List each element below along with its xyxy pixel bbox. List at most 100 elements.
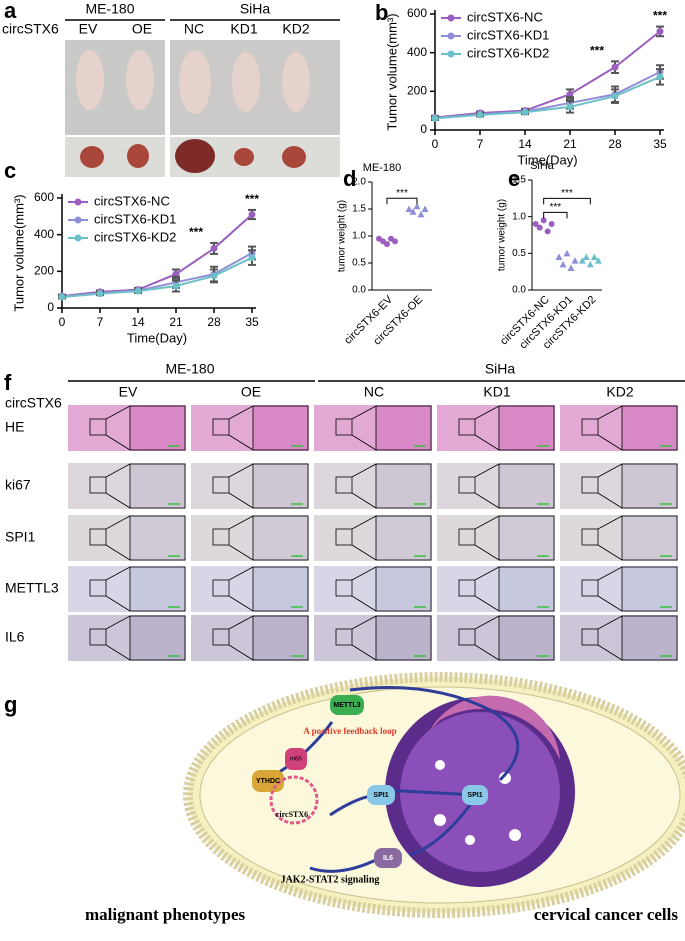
point — [563, 249, 571, 257]
sample-label: OE — [132, 21, 152, 37]
y-tick-label: 600 — [34, 190, 54, 204]
y-tick-label: 0 — [420, 122, 427, 136]
y-tick-label: 1.5 — [352, 204, 366, 215]
column-label: KD1 — [483, 384, 510, 400]
zoom-box — [212, 476, 230, 494]
ihc-grid: EV OE NC KD1 KD2 HE ki67 SPI1 METTL3 IL6 — [5, 384, 678, 661]
zoom-box — [581, 476, 599, 494]
x-tick-label: 14 — [518, 137, 532, 151]
legend-marker — [447, 32, 455, 40]
group-label: SiHa — [240, 1, 271, 17]
zoom-image — [621, 615, 678, 661]
chart-title: SiHa — [530, 160, 555, 172]
point — [567, 264, 575, 271]
panel-label: e — [508, 166, 520, 191]
panel-label: a — [4, 0, 17, 23]
series-line — [61, 252, 253, 298]
point — [210, 244, 218, 252]
series-line — [61, 213, 253, 298]
zoom-box — [581, 418, 599, 436]
zoom-box — [581, 528, 599, 546]
zoom-lines — [105, 405, 131, 451]
zoom-box — [458, 628, 476, 646]
zoom-box — [89, 476, 107, 494]
legend-marker — [74, 234, 82, 242]
bracket — [386, 197, 418, 205]
point — [536, 224, 543, 231]
y-tick-label: 200 — [34, 264, 54, 278]
label: JAK2-STAT2 signaling — [281, 874, 380, 885]
point — [409, 208, 417, 215]
point — [566, 103, 574, 111]
row-label: HE — [5, 419, 24, 435]
zoom-image — [375, 515, 432, 561]
point — [578, 257, 586, 264]
zoom-lines — [351, 566, 377, 612]
legend-marker — [447, 50, 455, 58]
series-line — [61, 256, 253, 298]
point — [656, 27, 664, 35]
group-label: ME-180 — [85, 1, 134, 17]
zoom-image — [621, 405, 678, 451]
x-tick-label: 35 — [245, 315, 259, 329]
zoom-box — [335, 579, 353, 597]
zoom-box — [581, 579, 599, 597]
legend-marker — [74, 216, 82, 224]
point — [172, 282, 180, 290]
point — [540, 217, 547, 224]
panel-label: f — [4, 370, 12, 395]
significance: *** — [396, 188, 408, 199]
legend-label: circSTX6-KD2 — [94, 229, 176, 244]
y-axis-label: tumor weight (g) — [337, 200, 348, 272]
point — [134, 287, 142, 295]
x-tick-label: 14 — [131, 315, 145, 329]
bracket — [543, 211, 568, 219]
zoom-image — [252, 615, 309, 661]
zoom-lines — [597, 405, 623, 451]
zoom-box — [89, 579, 107, 597]
y-tick-label: 400 — [34, 227, 54, 241]
legend-label: circSTX6-KD2 — [467, 45, 549, 60]
zoom-image — [129, 515, 186, 561]
zoom-image — [375, 463, 432, 509]
y-tick-label: 200 — [407, 84, 427, 98]
significance: *** — [561, 188, 573, 199]
zoom-box — [212, 579, 230, 597]
point — [548, 221, 555, 227]
zoom-image — [498, 566, 555, 612]
column-label: NC — [364, 384, 384, 400]
label: A positive feedback loop — [303, 726, 396, 736]
mice — [76, 50, 310, 114]
y-tick-label: 600 — [407, 6, 427, 20]
label: METTL3 — [333, 702, 360, 709]
point — [210, 272, 218, 280]
y-axis-label: Tumor volume(mm³) — [11, 194, 26, 311]
y-axis-label: tumor weight (g) — [497, 199, 508, 271]
annotation: *** — [189, 225, 203, 239]
zoom-lines — [474, 405, 500, 451]
zoom-lines — [597, 515, 623, 561]
y-tick-label: 2.0 — [352, 177, 366, 188]
chart-title: ME-180 — [363, 162, 402, 174]
sample-label: KD2 — [282, 21, 309, 37]
label: cervical cancer cells — [534, 905, 678, 924]
x-tick-label: 21 — [169, 315, 183, 329]
x-tick-label: 28 — [608, 137, 622, 151]
row-label: circSTX6 — [2, 21, 59, 37]
point — [521, 108, 529, 116]
zoom-lines — [597, 615, 623, 661]
zoom-lines — [474, 615, 500, 661]
zoom-box — [458, 579, 476, 597]
point — [417, 210, 425, 218]
point — [571, 257, 579, 264]
zoom-image — [621, 515, 678, 561]
zoom-image — [498, 463, 555, 509]
zoom-lines — [351, 463, 377, 509]
sample-label: KD1 — [230, 21, 257, 37]
zoom-lines — [351, 615, 377, 661]
zoom-image — [129, 463, 186, 509]
point — [586, 260, 594, 268]
zoom-box — [212, 528, 230, 546]
point — [532, 221, 539, 227]
zoom-lines — [597, 566, 623, 612]
